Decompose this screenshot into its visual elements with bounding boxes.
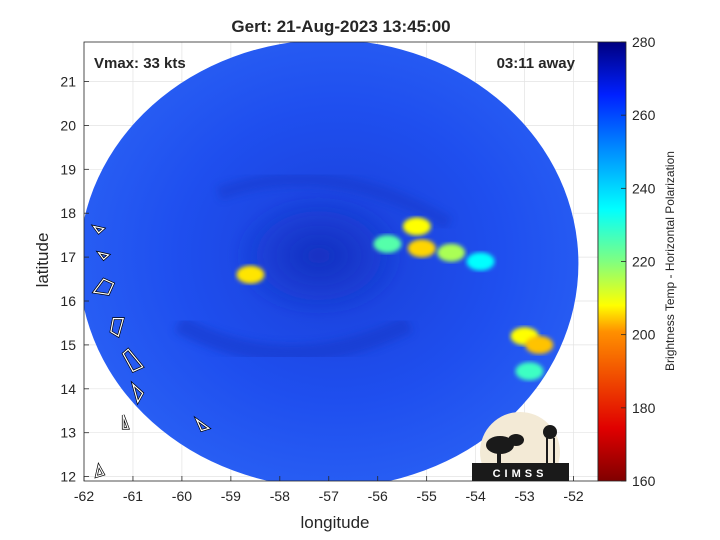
- cold-feature: [236, 265, 265, 284]
- island-outline: [131, 382, 144, 404]
- rain-band: [216, 172, 453, 230]
- y-tick-label: 17: [60, 249, 76, 265]
- time-away-annotation: 03:11 away: [497, 55, 576, 72]
- y-tick-label: 14: [60, 381, 76, 397]
- y-tick-label: 16: [60, 293, 76, 309]
- colorbar-tick-label: 200: [632, 327, 656, 343]
- cold-feature: [525, 335, 554, 354]
- x-tick-label: -54: [466, 488, 486, 504]
- y-tick-label: 18: [60, 205, 76, 221]
- island-outline: [122, 414, 129, 429]
- coastlines: [90, 224, 212, 479]
- cold-feature: [515, 362, 544, 381]
- x-tick-label: -59: [221, 488, 241, 504]
- cold-features: [236, 217, 554, 381]
- y-tick-label: 20: [60, 117, 76, 133]
- x-tick-label: -52: [563, 488, 583, 504]
- y-tick-label: 19: [60, 161, 76, 177]
- colorbar-tick-label: 220: [632, 254, 656, 270]
- colorbar-ticks: 160 180 200 220 240 260 280: [621, 34, 656, 489]
- chart-title: Gert: 21-Aug-2023 13:45:00: [231, 17, 450, 36]
- island-outline: [122, 348, 144, 373]
- colorbar-tick-label: 260: [632, 107, 656, 123]
- cold-feature: [373, 234, 402, 253]
- storm-center: [231, 193, 407, 319]
- cold-feature: [466, 252, 495, 271]
- colorbar-tick-label: 280: [632, 34, 656, 50]
- colorbar-tick-label: 160: [632, 473, 656, 489]
- logo-text: CIMSS: [493, 468, 548, 480]
- y-tick-label: 15: [60, 337, 76, 353]
- x-tick-label: -61: [123, 488, 143, 504]
- cold-feature: [402, 217, 431, 236]
- island-outline: [92, 278, 115, 296]
- y-tick-label: 21: [60, 74, 76, 90]
- x-tick-label: -56: [368, 488, 388, 504]
- y-axis-ticks: 12 13 14 15 16 17 18 19 20 21: [60, 74, 89, 485]
- colorbar-tick-label: 240: [632, 180, 656, 196]
- x-tick-label: -60: [172, 488, 192, 504]
- vmax-annotation: Vmax: 33 kts: [94, 55, 186, 72]
- cold-feature: [407, 239, 436, 258]
- rain-band: [174, 315, 413, 363]
- y-tick-label: 13: [60, 425, 76, 441]
- x-tick-label: -53: [514, 488, 534, 504]
- y-axis-label: latitude: [33, 233, 52, 288]
- microwave-swath: [84, 42, 579, 481]
- x-tick-label: -58: [270, 488, 290, 504]
- island-outline: [195, 417, 211, 432]
- x-tick-label: -57: [319, 488, 339, 504]
- island-outline: [97, 251, 110, 261]
- cimss-logo: CIMSS: [472, 412, 569, 481]
- island-outline: [92, 225, 105, 234]
- x-axis-label: longitude: [300, 513, 369, 532]
- island-outline: [95, 463, 105, 478]
- island-outline: [110, 318, 124, 338]
- y-tick-label: 12: [60, 469, 76, 485]
- colorbar-label: Brightness Temp - Horizontal Polarizatio…: [663, 151, 677, 371]
- cold-feature: [437, 243, 466, 262]
- colorbar-tick-label: 180: [632, 400, 656, 416]
- x-tick-label: -55: [417, 488, 437, 504]
- x-axis-ticks: -62 -61 -60 -59 -58 -57 -56 -55 -54 -53 -52: [74, 476, 584, 504]
- x-tick-label: -62: [74, 488, 94, 504]
